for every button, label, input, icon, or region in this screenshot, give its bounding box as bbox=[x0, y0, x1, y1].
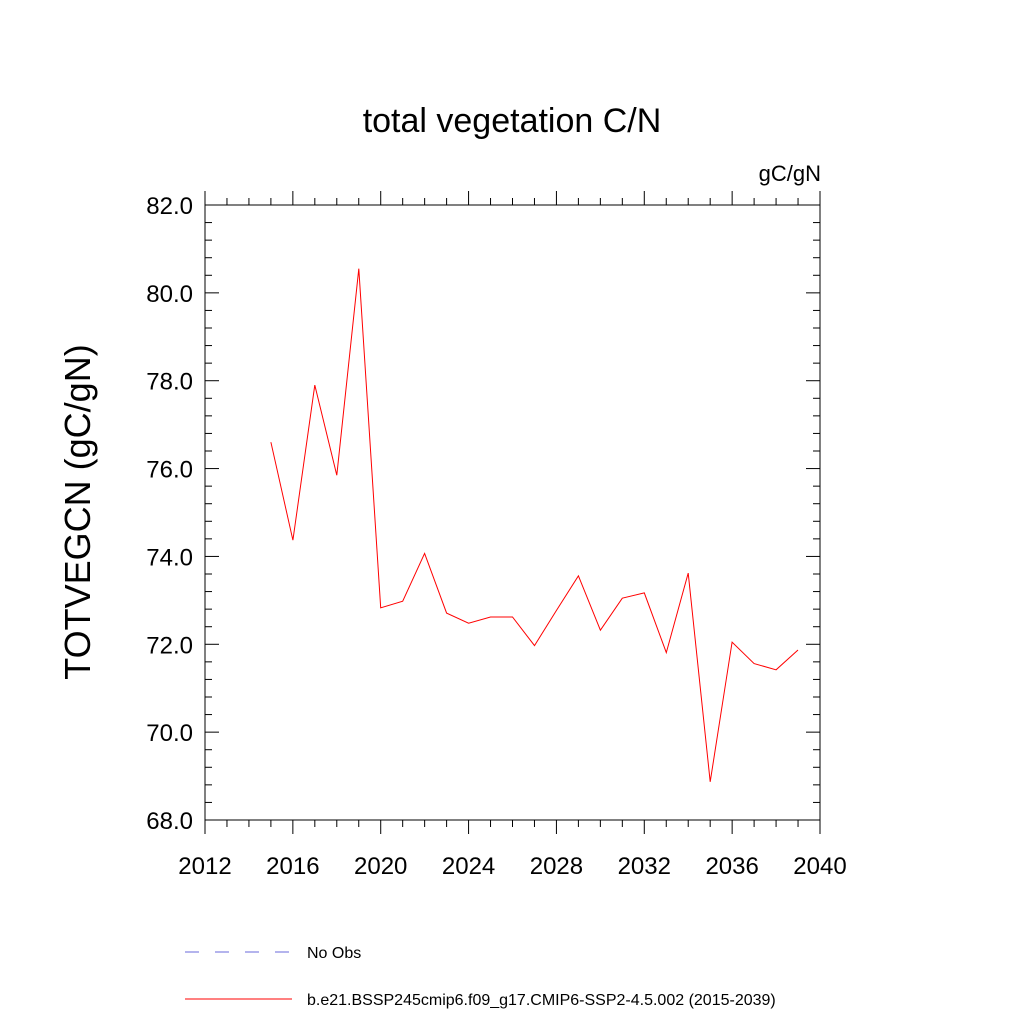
x-tick-label: 2040 bbox=[793, 853, 846, 880]
axis-ticks bbox=[204, 191, 821, 834]
y-tick-label: 74.0 bbox=[146, 544, 193, 571]
legend-label: No Obs bbox=[307, 945, 361, 962]
y-axis-label: TOTVEGCN (gC/gN) bbox=[57, 344, 98, 679]
y-tick-label: 76.0 bbox=[146, 457, 193, 484]
series-layer bbox=[270, 268, 799, 782]
x-tick-label: 2020 bbox=[354, 853, 407, 880]
x-tick-label: 2032 bbox=[618, 853, 671, 880]
x-tick-label: 2028 bbox=[530, 853, 583, 880]
legend: No Obs b.e21.BSSP245cmip6.f09_g17.CMIP6-S… bbox=[185, 945, 776, 1009]
chart-title: total vegetation C/N bbox=[363, 102, 662, 140]
y-tick-label: 72.0 bbox=[146, 632, 193, 659]
y-tick-label: 70.0 bbox=[146, 720, 193, 747]
x-tick-label: 2036 bbox=[705, 853, 758, 880]
x-tick-label: 2016 bbox=[266, 853, 319, 880]
legend-label: b.e21.BSSP245cmip6.f09_g17.CMIP6-SSP2-4.… bbox=[307, 992, 776, 1009]
units-label: gC/gN bbox=[759, 161, 821, 186]
y-tick-labels: 68.0 70.0 72.0 74.0 76.0 78.0 80.0 82.0 bbox=[146, 193, 193, 835]
x-tick-label: 2024 bbox=[442, 853, 495, 880]
y-tick-label: 82.0 bbox=[146, 193, 193, 220]
y-tick-label: 68.0 bbox=[146, 808, 193, 835]
y-tick-label: 80.0 bbox=[146, 281, 193, 308]
y-tick-label: 78.0 bbox=[146, 369, 193, 396]
series-line bbox=[270, 268, 799, 782]
x-tick-labels: 2012 2016 2020 2024 2028 2032 2036 2040 bbox=[178, 853, 846, 880]
x-tick-label: 2012 bbox=[178, 853, 231, 880]
